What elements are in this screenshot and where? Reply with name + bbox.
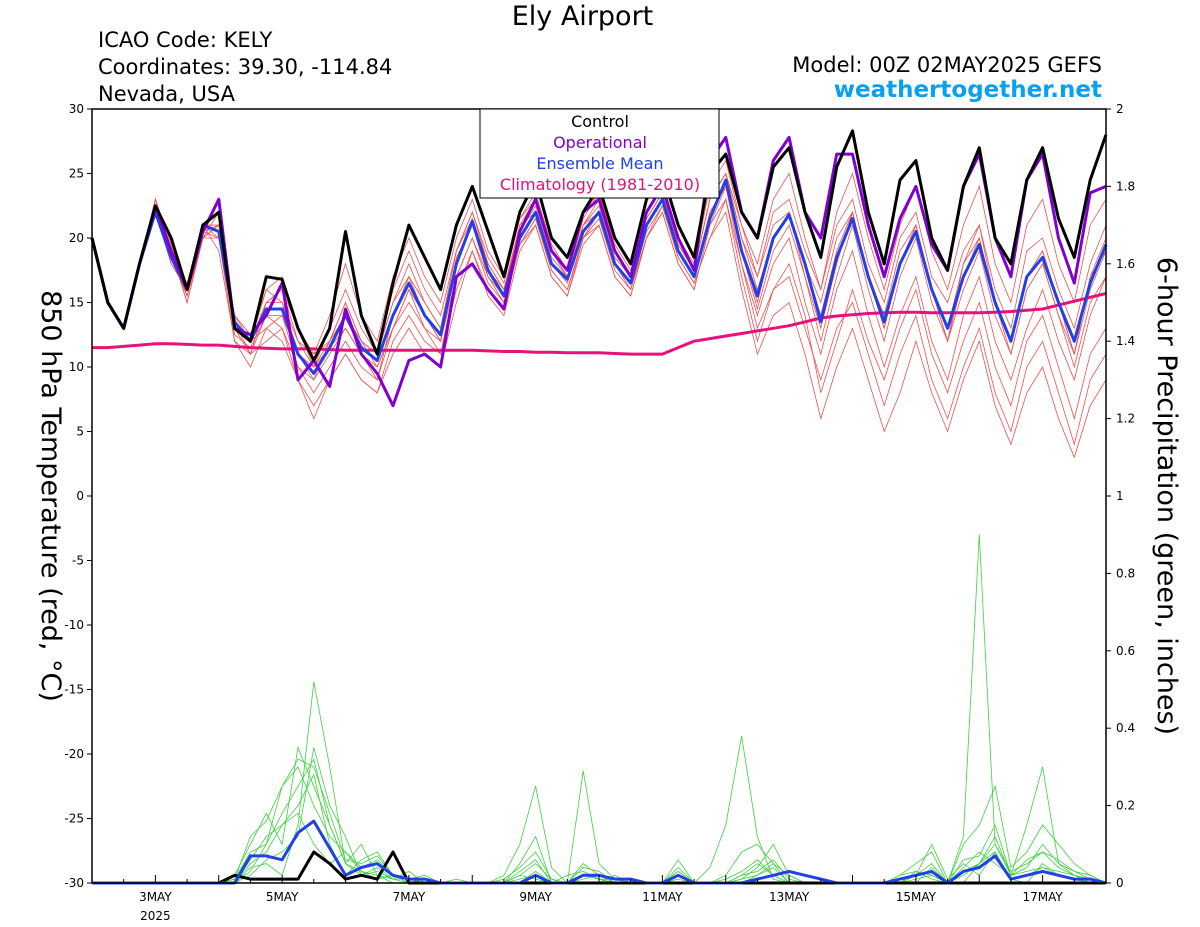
y2-tick-label: 0.2 — [1116, 799, 1135, 813]
temp-member-3 — [91, 197, 1107, 421]
series-operational — [90, 135, 1107, 408]
temp-member-8 — [91, 204, 1107, 459]
legend-entry: Operational — [553, 133, 647, 152]
y2-tick-label: 1 — [1116, 489, 1124, 503]
x-tick-label: 7MAY — [393, 890, 426, 904]
coordinates: Coordinates: 39.30, -114.84 — [98, 55, 393, 79]
y-tick-label: 25 — [69, 167, 84, 181]
y-tick-label: -20 — [64, 747, 84, 761]
x-tick-label: 13MAY — [769, 890, 810, 904]
x-tick-label: 15MAY — [896, 890, 937, 904]
y-tick-label: -30 — [64, 876, 84, 890]
y2-tick-label: 0.8 — [1116, 566, 1135, 580]
precip-member-4 — [92, 534, 1107, 884]
temp-member-4 — [91, 185, 1107, 394]
y-tick-label: 5 — [76, 425, 84, 439]
x-tick-sublabel: 2025 — [140, 909, 171, 923]
y-tick-label: -5 — [72, 554, 84, 568]
x-tick-label: 3MAY — [139, 890, 172, 904]
x-tick-label: 11MAY — [642, 890, 683, 904]
y-tick-label: -25 — [64, 812, 84, 826]
model-run: Model: 00Z 02MAY2025 GEFS — [792, 53, 1102, 77]
legend-box — [479, 108, 720, 199]
x-tick-label: 17MAY — [1023, 890, 1064, 904]
icao-code: ICAO Code: KELY — [98, 28, 273, 52]
y-tick-label: 30 — [69, 102, 84, 116]
x-axis-ticks: 3MAY 2025 5MAY 7MAY 9MAY 11MAY 13MAY 15MAY 17MAY — [91, 875, 1107, 923]
region: Nevada, USA — [98, 82, 235, 106]
left-axis-label: 850 hPa Temperature (red, °C) — [35, 290, 66, 702]
x-tick-label: 9MAY — [519, 890, 552, 904]
y2-tick-label: 2 — [1116, 102, 1124, 116]
y2-tick-label: 0.4 — [1116, 721, 1135, 735]
y-tick-label: -10 — [64, 618, 84, 632]
y2-tick-label: 0 — [1116, 876, 1124, 890]
y-tick-label: -15 — [64, 683, 84, 697]
series-layer — [90, 129, 1108, 885]
right-axis-ticks: 2 1.8 1.6 1.4 1.2 1 0.8 0.6 0.4 0.2 0 — [1106, 102, 1135, 890]
y2-tick-label: 1.6 — [1116, 257, 1135, 271]
chart-title: Ely Airport — [511, 1, 654, 32]
y2-tick-label: 1.8 — [1116, 179, 1135, 193]
y2-tick-label: 1.4 — [1116, 334, 1135, 348]
legend: Control Operational Ensemble Mean Climatolo… — [479, 108, 720, 199]
right-axis-label: 6-hour Precipitation (green, inches) — [1151, 257, 1182, 735]
legend-entry: Ensemble Mean — [536, 154, 663, 173]
y-tick-label: 20 — [69, 231, 84, 245]
member-traces — [91, 159, 1107, 884]
y2-tick-label: 1.2 — [1116, 412, 1135, 426]
legend-entry: Climatology (1981-2010) — [500, 175, 700, 194]
y-tick-label: 15 — [69, 296, 84, 310]
legend-entry: Control — [571, 112, 629, 131]
x-tick-label: 5MAY — [266, 890, 299, 904]
y2-tick-label: 0.6 — [1116, 644, 1135, 658]
y-tick-label: 0 — [76, 489, 84, 503]
left-axis-ticks: 30 25 20 15 10 5 0 -5 -10 -15 -20 -25 -30 — [64, 102, 92, 890]
y-tick-label: 10 — [69, 360, 84, 374]
site-link[interactable]: weathertogether.net — [833, 77, 1102, 103]
series-climatology — [92, 292, 1107, 356]
